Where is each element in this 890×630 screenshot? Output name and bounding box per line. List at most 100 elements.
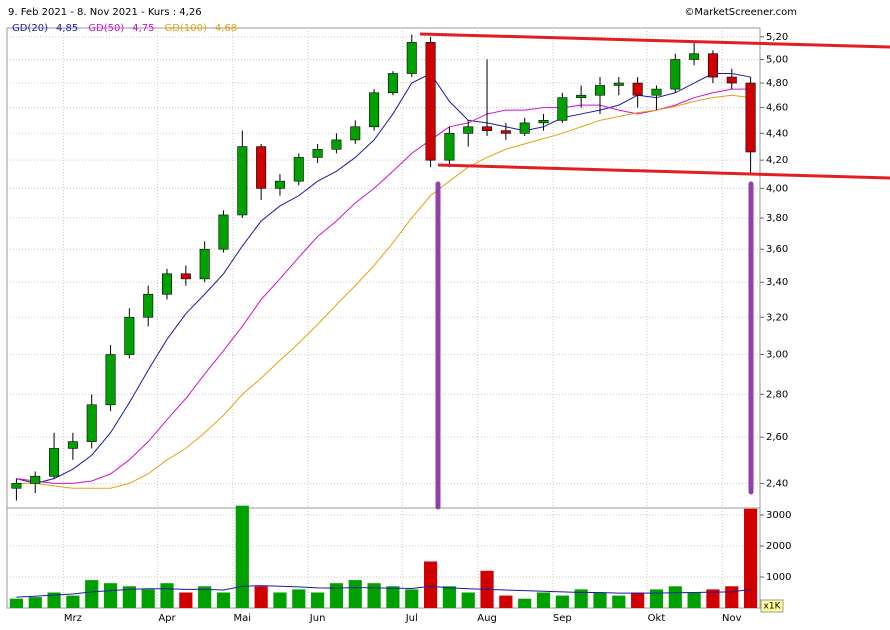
unit-box bbox=[760, 599, 784, 613]
candle-body bbox=[105, 354, 116, 406]
volume-bar bbox=[725, 586, 739, 608]
candle-body bbox=[30, 475, 41, 484]
y-tick-label: 2,80 bbox=[766, 389, 788, 400]
candle-body bbox=[632, 82, 643, 96]
volume-bar bbox=[273, 592, 287, 608]
candle-body bbox=[256, 146, 267, 189]
volume-bar bbox=[499, 595, 513, 608]
candle-body bbox=[11, 483, 22, 489]
candle-body bbox=[594, 85, 605, 96]
volume-bar bbox=[9, 598, 24, 608]
volume-bar bbox=[687, 592, 701, 608]
candle-body bbox=[124, 316, 135, 355]
y-tick-label: 4,40 bbox=[766, 128, 788, 139]
candle-body bbox=[369, 92, 380, 128]
y-tick-label: 3,60 bbox=[766, 244, 788, 255]
volume-bar bbox=[141, 589, 155, 608]
candle-body bbox=[726, 76, 737, 84]
volume-bar bbox=[386, 586, 400, 608]
candle-body bbox=[67, 441, 78, 449]
legend-name: GD(100) bbox=[165, 23, 207, 34]
candle-body bbox=[387, 73, 398, 94]
volume-bar bbox=[461, 592, 475, 608]
volume-bar bbox=[235, 505, 249, 608]
volume-bar bbox=[405, 589, 419, 608]
candle-body bbox=[237, 146, 248, 216]
volume-bar bbox=[442, 586, 456, 608]
volume-bar bbox=[631, 592, 645, 608]
candle-body bbox=[538, 120, 549, 124]
legend-value: 4,85 bbox=[56, 23, 78, 34]
x-tick-label: Apr bbox=[158, 613, 176, 624]
candle-body bbox=[500, 130, 511, 134]
candle-body bbox=[406, 42, 417, 74]
x-tick-label: Okt bbox=[648, 613, 666, 624]
volume-tick-label: 1000 bbox=[766, 572, 791, 583]
moving-average bbox=[16, 94, 751, 489]
volume-bar bbox=[216, 592, 231, 608]
volume-bar bbox=[593, 592, 607, 608]
candle-body bbox=[651, 88, 662, 96]
volume-bar bbox=[649, 589, 664, 608]
candle-body bbox=[557, 97, 568, 121]
legend-name: GD(20) bbox=[12, 23, 48, 34]
volume-bar bbox=[198, 586, 212, 608]
legend-value: 4,75 bbox=[132, 23, 154, 34]
volume-unit: x1K bbox=[764, 602, 782, 612]
volume-bar bbox=[47, 592, 61, 608]
x-tick-label: Nov bbox=[722, 613, 742, 624]
volume-bar bbox=[612, 595, 626, 608]
candle-body bbox=[613, 82, 624, 86]
annotations bbox=[419, 32, 890, 510]
volume-bar bbox=[311, 592, 325, 608]
candle-body bbox=[331, 139, 342, 150]
y-tick-label: 2,60 bbox=[766, 432, 788, 443]
candle-body bbox=[689, 53, 700, 60]
volume-bar bbox=[122, 586, 136, 608]
candle-body bbox=[180, 273, 191, 280]
volume-bar bbox=[348, 580, 362, 608]
volume-bar bbox=[254, 586, 268, 608]
candle-body bbox=[199, 248, 210, 280]
legend-value: 4,68 bbox=[215, 23, 237, 34]
volume-tick-label: 2000 bbox=[766, 541, 791, 552]
volume-bar bbox=[367, 583, 381, 608]
y-tick-label: 3,40 bbox=[766, 277, 788, 288]
candle-body bbox=[218, 214, 229, 250]
chart-title: 9. Feb 2021 - 8. Nov 2021 - Kurs : 4,26 bbox=[8, 7, 202, 18]
candle-body bbox=[482, 126, 493, 131]
volume-bar bbox=[518, 598, 532, 608]
y-tick-label: 3,00 bbox=[766, 350, 788, 361]
volume-bar bbox=[706, 589, 720, 608]
y-tick-label: 4,80 bbox=[766, 78, 788, 89]
volume-bar bbox=[668, 586, 682, 608]
candle-body bbox=[444, 133, 455, 161]
y-tick-label: 3,80 bbox=[766, 213, 788, 224]
y-tick-label: 4,00 bbox=[766, 183, 788, 194]
volume-tick-label: 3000 bbox=[766, 510, 791, 521]
candle-body bbox=[425, 42, 436, 161]
candle-body bbox=[670, 59, 681, 90]
candle-body bbox=[576, 94, 587, 98]
y-tick-label: 3,20 bbox=[766, 312, 788, 323]
layers: 2,40 2,60 2,80 3,00 3,20 3,40 3,60 3,80 4,00 4,20… bbox=[7, 23, 791, 624]
volume-average bbox=[16, 585, 751, 598]
candle-body bbox=[519, 122, 530, 134]
y-tick-label: 2,40 bbox=[766, 478, 788, 489]
y-tick-label: 4,20 bbox=[766, 155, 788, 166]
y-tick-label: 4,60 bbox=[766, 103, 788, 114]
trend-line bbox=[419, 32, 890, 49]
volume-bar bbox=[160, 583, 174, 608]
candle-body bbox=[350, 126, 361, 141]
x-tick-label: Sep bbox=[553, 613, 572, 624]
source: ©MarketScreener.com bbox=[684, 7, 797, 18]
volume-bar bbox=[555, 595, 569, 608]
x-tick-label: Mrz bbox=[64, 613, 82, 624]
volume-bar bbox=[179, 592, 193, 608]
moving-average bbox=[16, 72, 751, 484]
moving-average bbox=[16, 88, 751, 484]
candle-body bbox=[143, 293, 154, 318]
candle-body bbox=[162, 273, 173, 295]
volume-bar bbox=[574, 589, 588, 608]
